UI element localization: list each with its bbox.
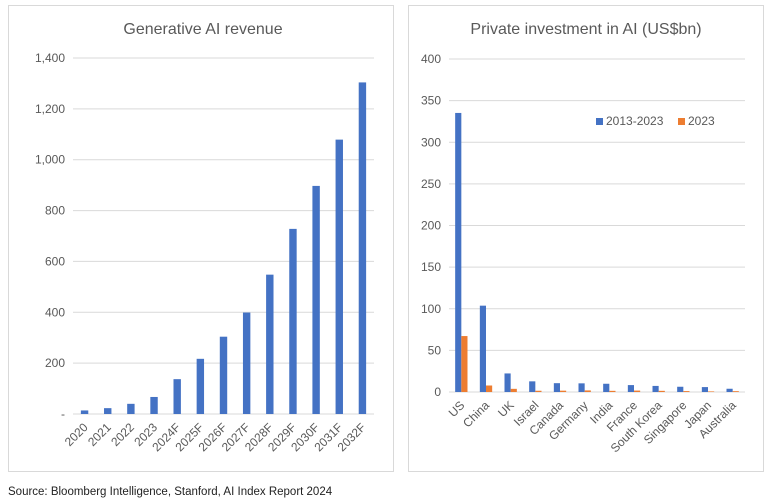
chart-title: Generative AI revenue: [123, 21, 282, 38]
y-tick-label: 50: [428, 343, 442, 357]
bar-2032f: [358, 82, 367, 414]
y-tick-label: 350: [421, 94, 441, 108]
bar-germany-s1: [578, 383, 585, 392]
bar-australia-s2: [732, 391, 739, 392]
bar-singapore-s2: [683, 391, 690, 392]
y-tick-label: 0: [434, 385, 441, 399]
x-tick-label: 2022: [108, 420, 137, 449]
bar-us-s1: [455, 112, 462, 393]
source-note: Source: Bloomberg Intelligence, Stanford…: [8, 486, 333, 498]
y-tick-label: 400: [421, 52, 441, 66]
x-tick-label: China: [460, 398, 492, 430]
private-investment-chart: Private investment in AI (US$bn) 0 50 100 15…: [421, 21, 745, 455]
y-tick-label: 1,000: [35, 153, 65, 167]
bar-canada-s2: [560, 390, 567, 392]
bar-2021: [104, 408, 112, 414]
y-tick-label: 250: [421, 177, 441, 191]
bar-2028f: [266, 274, 274, 414]
bar-2020: [80, 410, 89, 414]
bar-2027f: [242, 312, 251, 414]
bar-2022: [127, 403, 135, 414]
generative-ai-revenue-chart: Generative AI revenue - 200 400 600 800 1,000 1…: [35, 21, 374, 454]
y-tick-label: 100: [421, 302, 441, 316]
bar-2029f: [289, 228, 297, 414]
y-tick-label: 800: [45, 204, 65, 218]
bar-us-s2: [461, 336, 468, 392]
legend-swatch: [678, 118, 685, 125]
y-tick-label: 400: [45, 305, 65, 319]
x-tick-label: 2021: [85, 420, 114, 449]
bar-2023: [150, 396, 158, 414]
bar-2031f: [335, 139, 343, 414]
legend-label: 2013-2023: [606, 114, 664, 128]
bar-china-s2: [486, 385, 493, 392]
bar-israel-s1: [529, 381, 536, 392]
legend-swatch: [596, 118, 603, 125]
y-tick-label: 1,400: [35, 51, 65, 65]
bar-2026f: [219, 336, 228, 414]
chart-title: Private investment in AI (US$bn): [470, 21, 701, 38]
bar-australia-s1: [726, 388, 733, 392]
bar-singapore-s1: [677, 386, 684, 392]
bar-canada-s1: [553, 383, 560, 392]
bar-south-korea-s1: [652, 385, 659, 392]
bar-japan-s1: [701, 387, 708, 392]
bar-france-s1: [627, 385, 634, 392]
y-tick-label: 1,200: [35, 102, 65, 116]
y-tick-label: 300: [421, 135, 441, 149]
bar-2024f: [173, 379, 181, 414]
bar-india-s2: [609, 390, 616, 392]
y-tick-label: 200: [421, 219, 441, 233]
y-tick-label: 200: [45, 356, 65, 370]
bar-2030f: [312, 185, 320, 414]
bar-south-korea-s2: [658, 390, 665, 392]
bar-uk-s2: [510, 388, 517, 392]
bar-japan-s2: [708, 391, 715, 392]
left-chart-panel: Generative AI revenue - 200 400 600 800 1,000 1…: [8, 5, 394, 472]
x-tick-label: 2020: [62, 420, 91, 449]
bar-china-s1: [479, 305, 486, 392]
bar-uk-s1: [504, 373, 511, 392]
bar-india-s1: [603, 383, 610, 392]
bar-germany-s2: [584, 390, 591, 392]
bar-france-s2: [634, 390, 641, 392]
y-tick-label: 150: [421, 260, 441, 274]
y-tick-label: 600: [45, 254, 65, 268]
bar-israel-s2: [535, 390, 542, 392]
legend-label: 2023: [688, 114, 715, 128]
right-chart-panel: Private investment in AI (US$bn) 0 50 100 15…: [408, 5, 764, 472]
y-tick-label: -: [61, 407, 65, 421]
bar-2025f: [196, 358, 205, 414]
